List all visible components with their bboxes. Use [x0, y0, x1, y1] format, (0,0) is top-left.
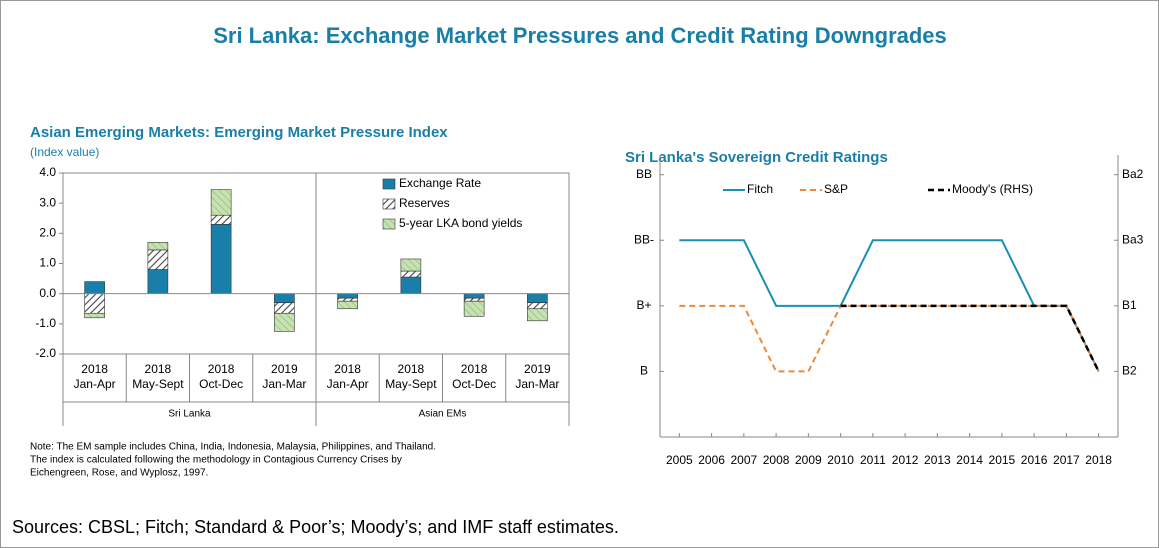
y-tick-label: 2.0 [39, 226, 56, 240]
y-tick-label: B+ [636, 298, 651, 312]
bar-segment [527, 302, 548, 310]
bar-segment [210, 189, 232, 216]
line-series [679, 304, 1100, 373]
x-tick-label: 2018 May-Sept [132, 362, 184, 391]
bar-segment [147, 242, 169, 251]
bar-segment [400, 276, 422, 294]
y2-tick-label: B2 [1122, 364, 1137, 378]
legend-swatch [382, 198, 396, 210]
x-tick-label: 2014 [956, 453, 983, 467]
y2-tick-label: Ba3 [1122, 232, 1144, 246]
bar-segment [527, 308, 548, 322]
bar-segment [84, 293, 105, 314]
sources: Sources: CBSL; Fitch; Standard & Poor’s;… [12, 517, 619, 537]
x-tick-label: 2011 [860, 453, 886, 467]
x-tick-label: 2017 [1053, 453, 1080, 467]
bar-segment [400, 258, 422, 272]
bar-segment [337, 300, 358, 310]
note: Eichengreen, Rose, and Wyplosz, 1997. [30, 468, 208, 479]
y-tick-label: 1.0 [39, 256, 56, 270]
bar-segment [210, 214, 232, 225]
legend-swatch [382, 178, 396, 190]
bar-segment [84, 281, 105, 294]
bar-segment [463, 293, 485, 299]
chart-title: Sri Lanka's Sovereign Credit Ratings [625, 149, 888, 166]
y-tick-label: BB- [634, 232, 654, 246]
bar-segment [210, 223, 232, 294]
line-series [679, 239, 1100, 372]
note: Note: The EM sample includes China, Indi… [30, 442, 436, 453]
bar-segment [337, 293, 358, 299]
x-tick-label: 2005 [666, 453, 693, 467]
x-tick-label: 2013 [924, 453, 951, 467]
bar-segment [337, 297, 358, 302]
bar-segment [147, 269, 169, 294]
bar-segment [84, 312, 105, 319]
legend-label: Moody's (RHS) [952, 182, 1033, 196]
bar-segment [274, 312, 295, 332]
legend-label: Fitch [747, 182, 773, 196]
x-tick-label: 2009 [795, 453, 822, 467]
x-tick-label: 2010 [827, 453, 854, 467]
y-tick-label: 0.0 [39, 286, 56, 300]
x-tick-label: 2008 [763, 453, 790, 467]
x-tick-label: 2019 Jan-Mar [262, 362, 306, 391]
bar-segment [527, 293, 548, 304]
legend-label: 5-year LKA bond yields [399, 216, 522, 230]
bar-segment [274, 293, 295, 304]
line-series [840, 304, 1100, 372]
bar-segment [463, 300, 485, 317]
group-label: Sri Lanka [168, 409, 211, 420]
group-label: Asian EMs [419, 409, 467, 420]
bar-segment [400, 270, 422, 278]
legend-swatch [382, 218, 396, 230]
y2-tick-label: Ba2 [1122, 167, 1144, 181]
x-tick-label: 2018 [1085, 453, 1112, 467]
y2-tick-label: B1 [1122, 298, 1137, 312]
bar-segment [147, 249, 169, 270]
y-tick-label: B [640, 364, 648, 378]
x-tick-label: 2016 [1021, 453, 1048, 467]
x-tick-label: 2006 [698, 453, 725, 467]
note: The index is calculated following the me… [30, 455, 402, 466]
chart-title: Asian Emerging Markets: Emerging Market … [30, 124, 448, 141]
legend-label: Exchange Rate [399, 176, 481, 190]
x-tick-label: 2018 Oct-Dec [452, 362, 496, 391]
legend-label: Reserves [399, 196, 450, 210]
legend-label: S&P [824, 182, 848, 196]
x-tick-label: 2018 Oct-Dec [199, 362, 243, 391]
x-tick-label: 2018 Jan-Apr [327, 362, 369, 391]
x-tick-label: 2019 Jan-Mar [515, 362, 559, 391]
x-tick-label: 2007 [731, 453, 758, 467]
y-tick-label: 4.0 [39, 165, 56, 179]
bar-segment [463, 297, 485, 302]
y-tick-label: -1.0 [35, 316, 56, 330]
y-tick-label: 3.0 [39, 195, 56, 209]
x-tick-label: 2018 Jan-Apr [74, 362, 116, 391]
x-tick-label: 2015 [989, 453, 1016, 467]
figure-title: Sri Lanka: Exchange Market Pressures and… [213, 23, 947, 48]
y-tick-label: BB [636, 167, 652, 181]
x-tick-label: 2012 [892, 453, 919, 467]
y-axis-label: (Index value) [30, 145, 99, 159]
x-tick-label: 2018 May-Sept [385, 362, 437, 391]
y-tick-label: -2.0 [35, 346, 56, 360]
bar-segment [274, 302, 295, 314]
